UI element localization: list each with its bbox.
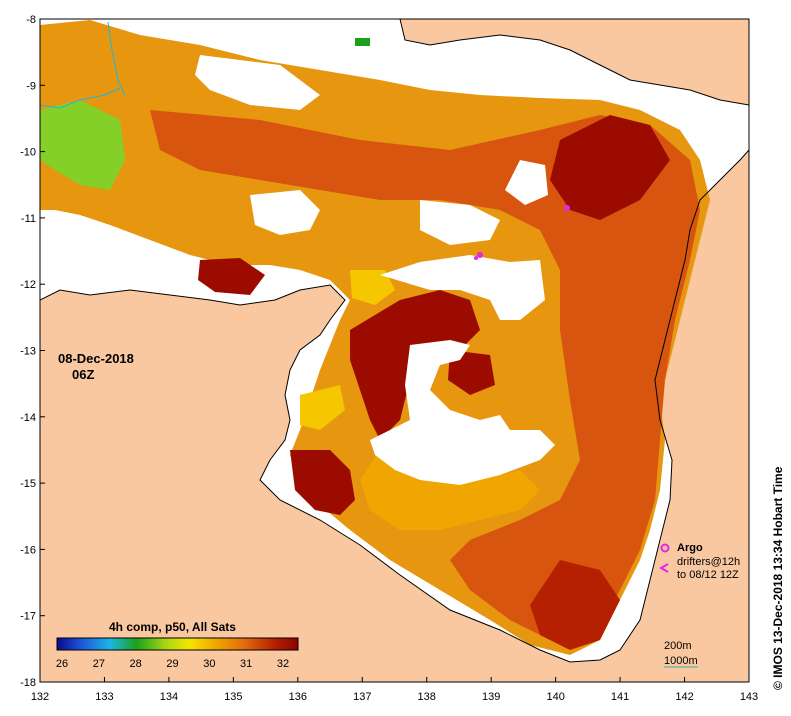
argo-legend-label: Argo xyxy=(677,542,703,554)
y-tick-label: -10 xyxy=(20,147,36,159)
x-tick-label: 139 xyxy=(482,691,500,703)
y-tick-label: -11 xyxy=(21,213,36,225)
x-tick-label: 141 xyxy=(611,691,629,703)
map-date: 08-Dec-2018 xyxy=(58,351,134,366)
drifters-legend-label: drifters@12h xyxy=(677,556,741,568)
colorbar xyxy=(56,637,299,651)
y-axis: -8 -9 -10 -11 -12 -13 -14 -15 -16 -17 -18 xyxy=(20,14,45,689)
y-tick-label: -18 xyxy=(20,677,36,689)
x-tick-label: 135 xyxy=(224,691,242,703)
isobath-line xyxy=(107,21,126,96)
y-tick-label: -14 xyxy=(20,412,36,424)
argo-markers xyxy=(474,205,570,260)
colorbar-tick-label: 32 xyxy=(277,658,289,670)
x-tick-label: 132 xyxy=(31,691,49,703)
y-tick-label: -13 xyxy=(20,346,36,358)
y-tick-label: -9 xyxy=(26,80,36,92)
x-tick-label: 138 xyxy=(418,691,436,703)
x-tick-label: 134 xyxy=(160,691,178,703)
x-tick-label: 136 xyxy=(289,691,307,703)
coastline xyxy=(40,19,749,663)
y-tick-label: -8 xyxy=(26,14,36,26)
y-tick-label: -12 xyxy=(20,279,36,291)
land xyxy=(40,19,749,682)
colorbar-ticks: 26 27 28 29 30 31 32 xyxy=(56,658,289,670)
colorbar-tick-label: 27 xyxy=(93,658,105,670)
x-axis: 132 133 134 135 136 137 138 139 140 141 142 143 xyxy=(31,677,758,703)
isobath-1000-label: 1000m xyxy=(664,655,698,667)
imos-credit: © IMOS 13-Dec-2018 13:34 Hobart Time xyxy=(771,466,785,690)
x-tick-label: 142 xyxy=(675,691,693,703)
argo-legend-icon xyxy=(660,543,670,553)
isobath-line xyxy=(40,87,121,109)
colorbar-tick-label: 26 xyxy=(56,658,68,670)
colorbar-title: 4h comp, p50, All Sats xyxy=(109,620,236,634)
x-tick-label: 140 xyxy=(546,691,564,703)
map-time: 06Z xyxy=(72,367,95,382)
colorbar-tick-label: 30 xyxy=(203,658,215,670)
y-tick-label: -16 xyxy=(20,544,36,556)
sst-field xyxy=(40,20,710,655)
x-tick-label: 137 xyxy=(353,691,371,703)
y-tick-label: -17 xyxy=(20,611,36,623)
drifter-legend-icon xyxy=(658,563,669,573)
drifters-legend-label-2: to 08/12 12Z xyxy=(677,569,739,581)
colorbar-tick-label: 28 xyxy=(130,658,142,670)
colorbar-tick-label: 31 xyxy=(240,658,252,670)
x-tick-label: 143 xyxy=(740,691,758,703)
y-tick-label: -15 xyxy=(20,478,36,490)
x-tick-label: 133 xyxy=(95,691,113,703)
colorbar-tick-label: 29 xyxy=(166,658,178,670)
isobath-200-label: 200m xyxy=(664,640,692,652)
